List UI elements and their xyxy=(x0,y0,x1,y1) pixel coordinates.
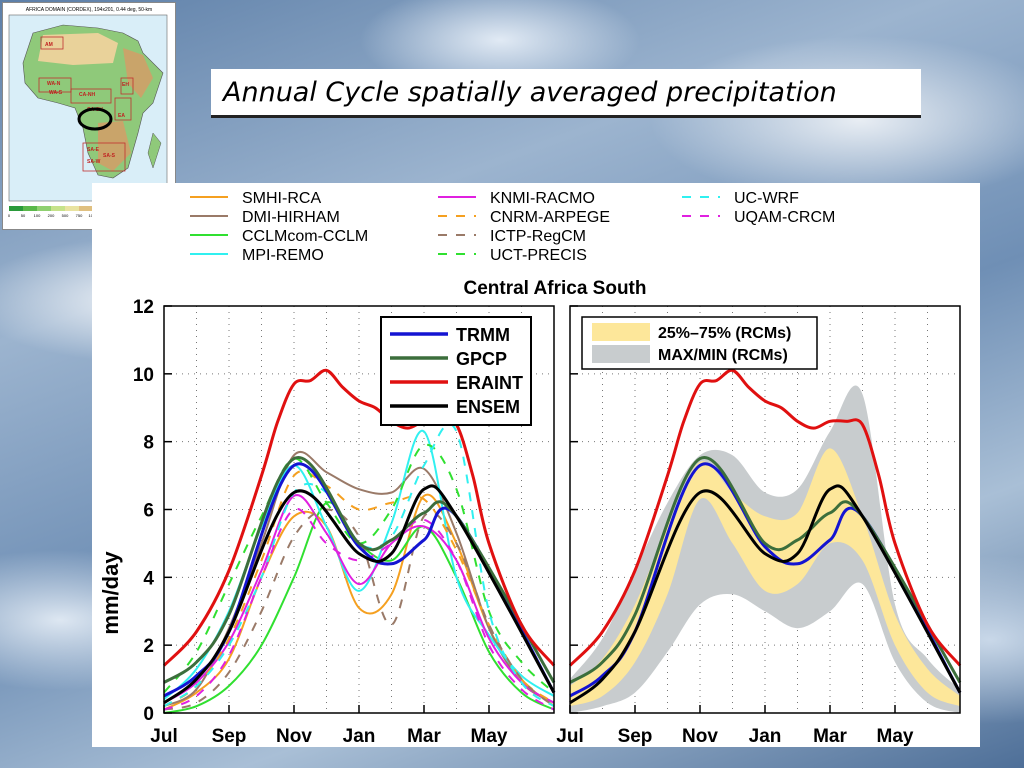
model-line-knmi-racmo xyxy=(163,494,555,704)
map-region-label: SA-W xyxy=(87,159,101,165)
region-highlight-ellipse xyxy=(77,107,113,131)
y-axis-label: mm/day xyxy=(98,551,123,635)
legend-label: ERAINT xyxy=(456,373,523,393)
chart-panel: SMHI-RCA DMI-HIRHAM CCLMcom-CCLM MPI-REMO KN… xyxy=(92,183,980,747)
map-region-label: AM xyxy=(45,42,53,48)
legend-label: ICTP-RegCM xyxy=(490,228,586,245)
map-scale-label: 0 xyxy=(8,213,11,218)
map-region-label: WA-N xyxy=(47,81,61,87)
legend-label: UCT-PRECIS xyxy=(490,247,587,264)
panel-ensemble-spread: Jul Sep Nov Jan Mar May 25%–75% (RCMs) MAX/MIN … xyxy=(556,305,962,747)
chart-title: Central Africa South xyxy=(464,278,647,299)
map-region-label: SA-E xyxy=(87,147,100,153)
africa-domain-map: AFRICA DOMAIN (CORDEX), 194x201, 0.44 de… xyxy=(2,2,176,230)
map-region-label: SA-S xyxy=(103,153,116,159)
legend-label: GPCP xyxy=(456,349,507,369)
x-tick-label: Mar xyxy=(813,726,847,747)
precipitation-chart: SMHI-RCA DMI-HIRHAM CCLMcom-CCLM MPI-REMO KN… xyxy=(98,190,962,747)
legend-label: CCLMcom-CCLM xyxy=(242,228,368,245)
slide-title: Annual Cycle spatially averaged precipit… xyxy=(223,77,837,108)
spread-legend: 25%–75% (RCMs) MAX/MIN (RCMs) xyxy=(581,316,818,370)
x-tick-label: May xyxy=(877,726,914,747)
y-tick-label: 12 xyxy=(133,297,154,318)
legend-label: TRMM xyxy=(456,325,510,345)
x-tick-label: May xyxy=(471,726,508,747)
y-tick-label: 2 xyxy=(143,636,154,657)
map-title: AFRICA DOMAIN (CORDEX), 194x201, 0.44 de… xyxy=(26,7,152,13)
x-tick-label: Sep xyxy=(212,726,247,747)
southern-highlands xyxy=(98,121,131,171)
map-scale-label: 200 xyxy=(48,213,55,218)
legend-label: ENSEM xyxy=(456,397,520,417)
slide-title-box: Annual Cycle spatially averaged precipit… xyxy=(211,69,921,118)
y-tick-label: 4 xyxy=(143,568,154,589)
legend-label: KNMI-RACMO xyxy=(490,190,595,207)
iqr-band xyxy=(570,448,960,707)
panel-models-vs-obs: Jul Sep Nov Jan Mar May 0 2 4 6 8 10 12 TRMM GPCP ERAIN… xyxy=(133,297,556,747)
ethiopian-highlands xyxy=(123,48,153,98)
map-scale-label: 100 xyxy=(34,213,41,218)
map-scale-label: 50 xyxy=(21,213,26,218)
model-line-cnrm-arpege xyxy=(163,470,555,708)
obs-line-ensem xyxy=(163,484,556,705)
map-scale-label: 750 xyxy=(76,213,83,218)
obs-line-eraint xyxy=(162,368,556,667)
model-line-ictp-regcm xyxy=(163,508,555,711)
x-tick-label: Jan xyxy=(749,726,782,747)
legend-label: UQAM-CRCM xyxy=(734,209,835,226)
legend-swatch xyxy=(592,323,650,341)
x-tick-label: Sep xyxy=(618,726,653,747)
x-tick-label: Jul xyxy=(150,726,177,747)
map-svg: AFRICA DOMAIN (CORDEX), 194x201, 0.44 de… xyxy=(8,7,171,218)
model-line-uc-wrf xyxy=(163,423,555,708)
legend-label: MAX/MIN (RCMs) xyxy=(658,347,788,364)
region-boxes xyxy=(38,36,134,172)
map-region-label: WA-S xyxy=(49,90,63,96)
x-tick-label: Jan xyxy=(343,726,376,747)
y-tick-label: 8 xyxy=(143,433,154,454)
legend-label: UC-WRF xyxy=(734,190,799,207)
x-tick-label: Jul xyxy=(556,726,583,747)
legend-label: DMI-HIRHAM xyxy=(242,209,340,226)
x-tick-label: Nov xyxy=(276,726,312,747)
map-region-label: EA xyxy=(118,113,125,119)
legend-label: CNRM-ARPEGE xyxy=(490,209,610,226)
legend-label: 25%–75% (RCMs) xyxy=(658,325,791,342)
model-line-smhi-rca xyxy=(163,493,555,711)
y-tick-label: 6 xyxy=(143,501,154,522)
sahara-shading xyxy=(38,33,118,65)
map-region-label: EH xyxy=(122,82,129,88)
x-tick-label: Nov xyxy=(682,726,718,747)
y-tick-label: 10 xyxy=(133,365,154,386)
map-scale-label: 500 xyxy=(62,213,69,218)
obs-legend: TRMM GPCP ERAINT ENSEM xyxy=(380,316,532,426)
legend-swatch xyxy=(592,345,650,363)
obs-line-ensem xyxy=(569,484,962,705)
obs-line-eraint xyxy=(568,368,962,667)
model-legend: SMHI-RCA DMI-HIRHAM CCLMcom-CCLM MPI-REMO KN… xyxy=(190,190,835,264)
map-region-label: CA-NH xyxy=(79,92,95,98)
x-tick-label: Mar xyxy=(407,726,441,747)
legend-label: SMHI-RCA xyxy=(242,190,321,207)
y-tick-label: 0 xyxy=(143,704,154,725)
madagascar xyxy=(147,132,162,169)
legend-label: MPI-REMO xyxy=(242,247,324,264)
